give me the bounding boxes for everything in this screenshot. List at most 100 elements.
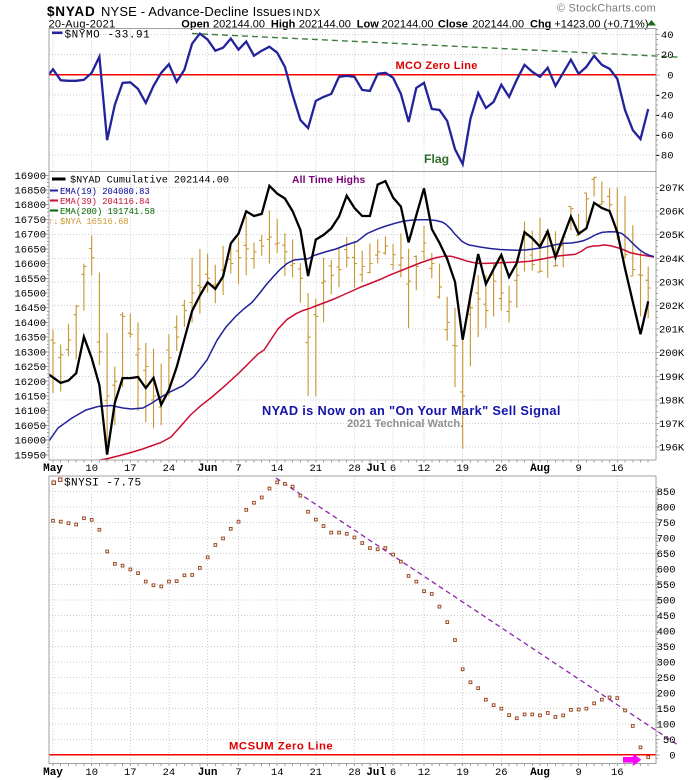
svg-text:Flag: Flag (424, 152, 449, 166)
svg-text:Open: Open (181, 18, 209, 30)
svg-text:0: 0 (669, 750, 675, 762)
svg-text:202144.00: 202144.00 (472, 18, 524, 30)
svg-text:All Time Highs: All Time Highs (292, 175, 366, 186)
svg-text:40: 40 (661, 30, 674, 42)
svg-text:$NYA 16516.68: $NYA 16516.68 (60, 217, 129, 227)
svg-text:Low: Low (357, 18, 379, 30)
svg-text:204K: 204K (659, 254, 685, 266)
svg-text:16450: 16450 (14, 303, 46, 315)
svg-text:28: 28 (348, 767, 361, 779)
svg-text:800: 800 (657, 502, 676, 514)
svg-text:$NYMO -33.91: $NYMO -33.91 (65, 30, 151, 42)
svg-text:$NYAD Cumulative 202144.00: $NYAD Cumulative 202144.00 (70, 175, 229, 187)
svg-text:INDX: INDX (293, 7, 322, 19)
svg-text:16500: 16500 (14, 289, 46, 301)
svg-text:6: 6 (390, 463, 396, 475)
svg-text:12: 12 (418, 767, 431, 779)
svg-text:550: 550 (657, 580, 676, 592)
svg-text:207K: 207K (659, 183, 685, 195)
svg-text:16800: 16800 (14, 200, 46, 212)
svg-text:16400: 16400 (14, 318, 46, 330)
svg-text:16300: 16300 (14, 347, 46, 359)
svg-text:16750: 16750 (14, 215, 46, 227)
svg-text:750: 750 (657, 518, 676, 530)
svg-text:$NYAD: $NYAD (47, 4, 96, 19)
svg-text:202144.00: 202144.00 (213, 18, 265, 30)
svg-text:-60: -60 (655, 131, 674, 143)
svg-text:10: 10 (85, 767, 98, 779)
svg-text:650: 650 (657, 549, 676, 561)
svg-text:16900: 16900 (14, 171, 46, 183)
svg-text:16600: 16600 (14, 259, 46, 271)
svg-text:850: 850 (657, 487, 676, 499)
svg-text:16250: 16250 (14, 362, 46, 374)
svg-text:202144.00: 202144.00 (299, 18, 351, 30)
svg-text:Jul: Jul (366, 463, 386, 475)
svg-text:May: May (43, 463, 63, 475)
svg-text:300: 300 (657, 657, 676, 669)
svg-text:16150: 16150 (14, 392, 46, 404)
svg-text:May: May (43, 767, 63, 779)
svg-text:17: 17 (124, 463, 137, 475)
svg-text:EMA(39) 204116.84: EMA(39) 204116.84 (60, 197, 150, 207)
svg-text:197K: 197K (659, 419, 685, 431)
svg-text:EMA(200) 191741.58: EMA(200) 191741.58 (60, 207, 155, 217)
svg-text:-80: -80 (655, 151, 674, 163)
svg-text:196K: 196K (659, 443, 685, 455)
svg-text:Close: Close (438, 18, 468, 30)
svg-text:150: 150 (657, 704, 676, 716)
svg-text:16850: 16850 (14, 186, 46, 198)
svg-text:26: 26 (495, 767, 508, 779)
svg-text:16350: 16350 (14, 333, 46, 345)
svg-text:19: 19 (456, 767, 469, 779)
svg-text:Jul: Jul (366, 767, 386, 779)
svg-text:Aug: Aug (530, 767, 550, 779)
svg-text:16550: 16550 (14, 274, 46, 286)
svg-text:16650: 16650 (14, 244, 46, 256)
svg-text:Aug: Aug (530, 463, 550, 475)
svg-text:202K: 202K (659, 301, 685, 313)
svg-text:16: 16 (611, 767, 624, 779)
svg-text:206K: 206K (659, 207, 685, 219)
svg-text:20: 20 (661, 50, 674, 62)
svg-text:26: 26 (495, 463, 508, 475)
svg-text:High: High (271, 18, 296, 30)
svg-text:16: 16 (611, 463, 624, 475)
svg-text:7: 7 (235, 463, 241, 475)
svg-text:9: 9 (575, 767, 581, 779)
svg-text:© StockCharts.com: © StockCharts.com (557, 3, 656, 15)
svg-text:14: 14 (271, 767, 284, 779)
svg-text:17: 17 (124, 767, 137, 779)
svg-text:NYAD is Now on an "On Your Mar: NYAD is Now on an "On Your Mark" Sell Si… (262, 403, 561, 418)
svg-text:0: 0 (667, 70, 673, 82)
svg-text:Jun: Jun (198, 463, 218, 475)
svg-text:16000: 16000 (14, 436, 46, 448)
svg-text:MCO Zero Line: MCO Zero Line (396, 60, 478, 72)
svg-text:600: 600 (657, 564, 676, 576)
svg-text:24: 24 (163, 463, 176, 475)
svg-text:200: 200 (657, 688, 676, 700)
svg-text:+1423.00 (+0.71%): +1423.00 (+0.71%) (554, 18, 648, 30)
svg-text:100: 100 (657, 719, 676, 731)
svg-text:350: 350 (657, 642, 676, 654)
svg-text:200K: 200K (659, 348, 685, 360)
svg-text:Jun: Jun (198, 767, 218, 779)
svg-text:28: 28 (348, 463, 361, 475)
svg-text:21: 21 (309, 767, 322, 779)
svg-text:14: 14 (271, 463, 284, 475)
svg-text:198K: 198K (659, 395, 685, 407)
svg-text:19: 19 (456, 463, 469, 475)
svg-text:10: 10 (85, 463, 98, 475)
svg-text:202144.00: 202144.00 (382, 18, 434, 30)
svg-text:16100: 16100 (14, 406, 46, 418)
svg-text:16050: 16050 (14, 421, 46, 433)
svg-text:6: 6 (390, 767, 396, 779)
svg-text:203K: 203K (659, 277, 685, 289)
svg-text:16200: 16200 (14, 377, 46, 389)
svg-text:199K: 199K (659, 372, 685, 384)
svg-text:450: 450 (657, 611, 676, 623)
svg-text:12: 12 (418, 463, 431, 475)
svg-text:250: 250 (657, 673, 676, 685)
svg-text:Chg: Chg (530, 18, 551, 30)
svg-text:↑↓: ↑↓ (48, 217, 59, 227)
